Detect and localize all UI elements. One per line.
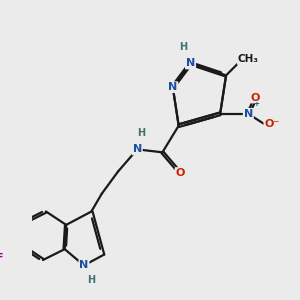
Text: O: O [176, 168, 185, 178]
Text: N: N [79, 260, 88, 270]
Text: O: O [251, 93, 260, 103]
Text: O⁻: O⁻ [264, 119, 280, 129]
Text: N: N [244, 109, 253, 119]
Text: N: N [168, 82, 177, 92]
Text: CH₃: CH₃ [238, 54, 259, 64]
Text: H: H [87, 275, 95, 285]
Text: H: H [138, 128, 146, 138]
Text: N: N [133, 144, 142, 154]
Text: H: H [179, 42, 187, 52]
Text: N: N [186, 58, 195, 68]
Text: F: F [0, 253, 4, 263]
Text: +: + [254, 101, 260, 107]
